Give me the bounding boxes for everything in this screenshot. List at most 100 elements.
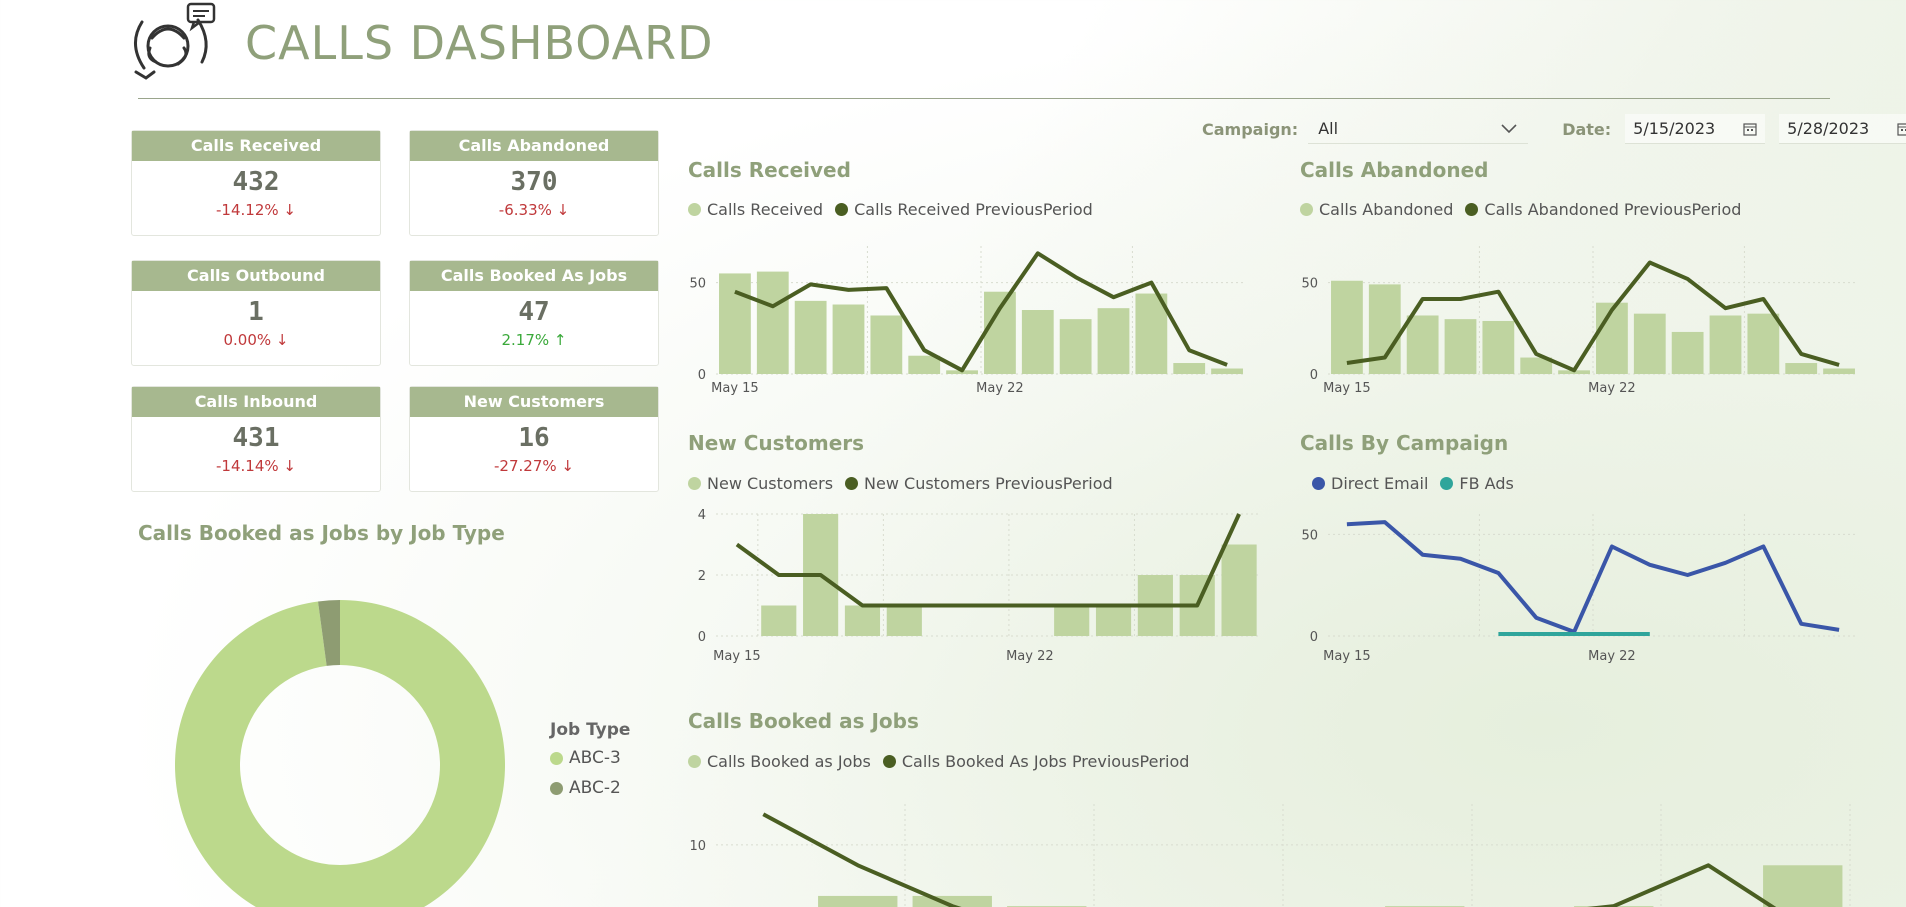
kpi-delta: -14.12% ↓ <box>216 201 296 219</box>
bar <box>1747 313 1780 374</box>
x-tick-label: May 22 <box>976 381 1024 396</box>
bar <box>1482 320 1515 374</box>
bar <box>1671 331 1704 374</box>
y-tick-label: 0 <box>1310 630 1318 645</box>
legend-dot <box>835 203 849 216</box>
kpi-title: New Customers <box>410 387 658 417</box>
legend-label[interactable]: Calls Abandoned PreviousPeriod <box>1484 200 1742 219</box>
bar <box>912 895 992 907</box>
legend-dot <box>1312 477 1325 490</box>
date-start-value: 5/15/2023 <box>1633 119 1716 138</box>
series-line <box>734 251 1228 373</box>
kpi-title: Calls Booked As Jobs <box>410 261 658 291</box>
legend-dot <box>550 781 563 795</box>
bar <box>719 273 751 374</box>
legend-label[interactable]: Calls Received <box>707 200 824 219</box>
legend-dot <box>1465 203 1479 216</box>
legend-item-abc2[interactable]: ABC-2 <box>550 778 630 798</box>
legend-dot <box>688 477 701 490</box>
legend-label[interactable]: Calls Booked as Jobs <box>707 752 871 771</box>
new-customers-legend: New Customers New Customers PreviousPeri… <box>688 474 1113 493</box>
bar <box>1173 363 1206 374</box>
kpi-calls-inbound[interactable]: Calls Inbound 431 -14.14% ↓ <box>131 386 381 492</box>
new-customers-chart[interactable]: 0 2 4 May 15 May 22 <box>680 504 1270 664</box>
legend-label[interactable]: New Customers <box>707 474 834 493</box>
kpi-title: Calls Outbound <box>132 261 380 291</box>
y-tick-label: 50 <box>1301 528 1318 543</box>
kpi-delta: -27.27% ↓ <box>494 457 574 475</box>
calls-abandoned-chart[interactable]: 0 50 May 15 May 22 <box>1292 236 1882 396</box>
x-tick-label: May 22 <box>1588 381 1636 396</box>
bar <box>1021 310 1054 374</box>
header-divider <box>138 98 1830 99</box>
legend-label[interactable]: Calls Abandoned <box>1319 200 1454 219</box>
kpi-value: 432 <box>232 167 280 197</box>
kpi-value: 370 <box>510 167 558 197</box>
job-type-donut-chart[interactable] <box>170 590 510 907</box>
kpi-calls-outbound[interactable]: Calls Outbound 1 0.00% ↓ <box>131 260 381 366</box>
calls-received-chart[interactable]: 0 50 May 15 May 22 <box>680 236 1270 396</box>
x-tick-label: May 22 <box>1006 649 1054 664</box>
bar <box>1520 357 1553 374</box>
legend-dot <box>550 751 563 765</box>
legend-dot <box>1300 203 1313 216</box>
calendar-icon[interactable] <box>1743 122 1757 136</box>
series-line <box>1346 520 1840 634</box>
y-tick-label: 0 <box>1310 368 1318 383</box>
date-start-input[interactable]: 5/15/2023 <box>1625 114 1766 144</box>
legend-label[interactable]: Direct Email <box>1331 474 1429 493</box>
bar <box>1785 363 1818 374</box>
campaign-select[interactable]: All <box>1308 114 1529 144</box>
calls-received-title: Calls Received <box>688 158 851 182</box>
calendar-icon[interactable] <box>1897 122 1906 136</box>
legend-item-abc3[interactable]: ABC-3 <box>550 748 630 768</box>
calls-by-campaign-chart[interactable]: 0 50 May 15 May 22 <box>1292 504 1882 664</box>
kpi-value: 1 <box>248 297 264 327</box>
bar <box>832 304 865 374</box>
bar <box>886 605 922 636</box>
bar <box>1095 605 1132 636</box>
legend-dot <box>688 755 701 768</box>
calls-booked-chart[interactable]: 10 <box>680 784 1870 907</box>
y-tick-label: 0 <box>698 368 706 383</box>
series-line <box>1346 260 1840 373</box>
y-tick-label: 2 <box>698 569 706 584</box>
kpi-calls-abandoned[interactable]: Calls Abandoned 370 -6.33% ↓ <box>409 130 659 236</box>
legend-label[interactable]: Calls Received PreviousPeriod <box>854 200 1093 219</box>
campaign-value: All <box>1318 119 1339 138</box>
bar <box>1054 605 1090 636</box>
kpi-delta: -6.33% ↓ <box>498 201 570 219</box>
kpi-new-customers[interactable]: New Customers 16 -27.27% ↓ <box>409 386 659 492</box>
bar <box>844 605 881 636</box>
legend-label: ABC-3 <box>569 748 621 768</box>
pie-slice <box>318 600 340 666</box>
filter-bar: Campaign: All Date: 5/15/2023 5/28/2023 <box>1202 114 1906 144</box>
x-tick-label: May 15 <box>1323 381 1371 396</box>
x-tick-label: May 15 <box>1323 649 1371 664</box>
kpi-title: Calls Inbound <box>132 387 380 417</box>
bar <box>1097 308 1130 374</box>
legend-label[interactable]: New Customers PreviousPeriod <box>864 474 1113 493</box>
calls-booked-legend: Calls Booked as Jobs Calls Booked As Job… <box>688 752 1189 771</box>
kpi-value: 431 <box>232 423 280 453</box>
x-tick-label: May 15 <box>713 649 761 664</box>
kpi-calls-booked-as-jobs[interactable]: Calls Booked As Jobs 47 2.17% ↑ <box>409 260 659 366</box>
kpi-calls-received[interactable]: Calls Received 432 -14.12% ↓ <box>131 130 381 236</box>
legend-label[interactable]: Calls Booked As Jobs PreviousPeriod <box>901 752 1190 771</box>
bar <box>1406 315 1439 374</box>
kpi-title: Calls Abandoned <box>410 131 658 161</box>
bar <box>1596 302 1628 374</box>
date-end-input[interactable]: 5/28/2023 <box>1779 114 1906 144</box>
bar <box>984 291 1016 374</box>
calls-by-campaign-legend: Direct Email FB Ads <box>1312 474 1514 493</box>
legend-label[interactable]: FB Ads <box>1459 474 1514 493</box>
calls-booked-title: Calls Booked as Jobs <box>688 709 919 733</box>
legend-label: ABC-2 <box>569 778 621 798</box>
legend-dot <box>1440 477 1454 490</box>
chevron-down-icon <box>1501 123 1517 133</box>
page-title: CALLS DASHBOARD <box>245 16 714 70</box>
bar <box>1331 280 1363 374</box>
x-tick-label: May 15 <box>711 381 759 396</box>
series-line <box>735 513 1241 608</box>
